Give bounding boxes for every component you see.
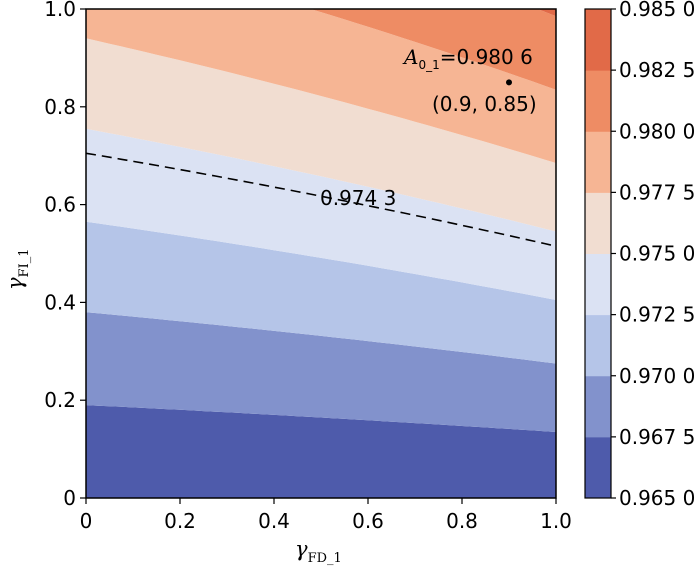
colorbar-segment [585,192,611,254]
colorbar-tick-label: 0.970 0 [619,364,695,388]
contour-band [86,128,556,300]
x-axis-label-main: γ [295,537,308,561]
contour-band [86,405,556,498]
contour-band [86,312,556,432]
colorbar-tick-label: 0.980 0 [619,119,695,143]
colorbar-segment [585,253,611,316]
x-tick-label: 0.4 [258,509,290,533]
y-tick-label: 0.2 [44,388,76,412]
contour-fills [86,9,556,498]
point-value-label: A0_1=0.980 6 [402,45,533,72]
point-value-sub: 0_1 [418,58,439,72]
x-tick-label: 0 [80,509,93,533]
y-tick-label: 0.8 [44,95,76,119]
plot-frame [85,8,557,499]
colorbar-segment [585,70,611,132]
colorbar-tick-label: 0.982 5 [619,58,695,82]
point-value-var: A [402,45,418,69]
colorbar-tick-label: 0.977 5 [619,180,695,204]
colorbar-segment [585,436,611,499]
dashed-contour-label: 0.974 3 [320,186,396,210]
x-tick-label: 1.0 [540,509,572,533]
marked-point [506,79,512,86]
contour-band [86,221,556,364]
x-axis-label-sub: FD_1 [308,551,342,566]
contour-band [86,38,556,232]
y-axis-label-main: γ [3,277,27,290]
y-axis-ticks: 0 0.2 0.4 0.6 0.8 1.0 [44,0,86,510]
contour-band [86,9,556,163]
y-tick-label: 0.6 [44,193,76,217]
colorbar-segment [585,314,611,377]
colorbar-segment [585,9,611,71]
x-axis-ticks: 0 0.2 0.4 0.6 0.8 1.0 [80,498,572,533]
colorbar-tick-label: 0.975 0 [619,242,695,266]
y-axis-label-sub: FI_1 [17,249,32,278]
colorbar-segment [585,131,611,193]
contour-band [310,9,556,90]
y-tick-label: 1.0 [44,0,76,21]
colorbar-ticks: 0.965 0 0.967 5 0.970 0 0.972 5 0.975 0 0.977… [611,0,695,510]
colorbar [585,9,611,499]
x-tick-label: 0.8 [446,509,478,533]
colorbar-tick-label: 0.985 0 [619,0,695,21]
y-tick-label: 0 [63,486,76,510]
colorbar-segment [585,375,611,438]
x-tick-label: 0.6 [352,509,384,533]
point-value-rest: =0.980 6 [440,45,533,69]
contour-band [537,9,556,17]
colorbar-tick-label: 0.965 0 [619,486,695,510]
y-tick-label: 0.4 [44,290,76,314]
colorbar-tick-label: 0.972 5 [619,303,695,327]
y-axis-label: γFI_1 [3,249,32,291]
colorbar-tick-label: 0.967 5 [619,425,695,449]
point-coord-label: (0.9, 0.85) [432,92,537,116]
x-tick-label: 0.2 [164,509,196,533]
x-axis-label: γFD_1 [295,537,342,566]
